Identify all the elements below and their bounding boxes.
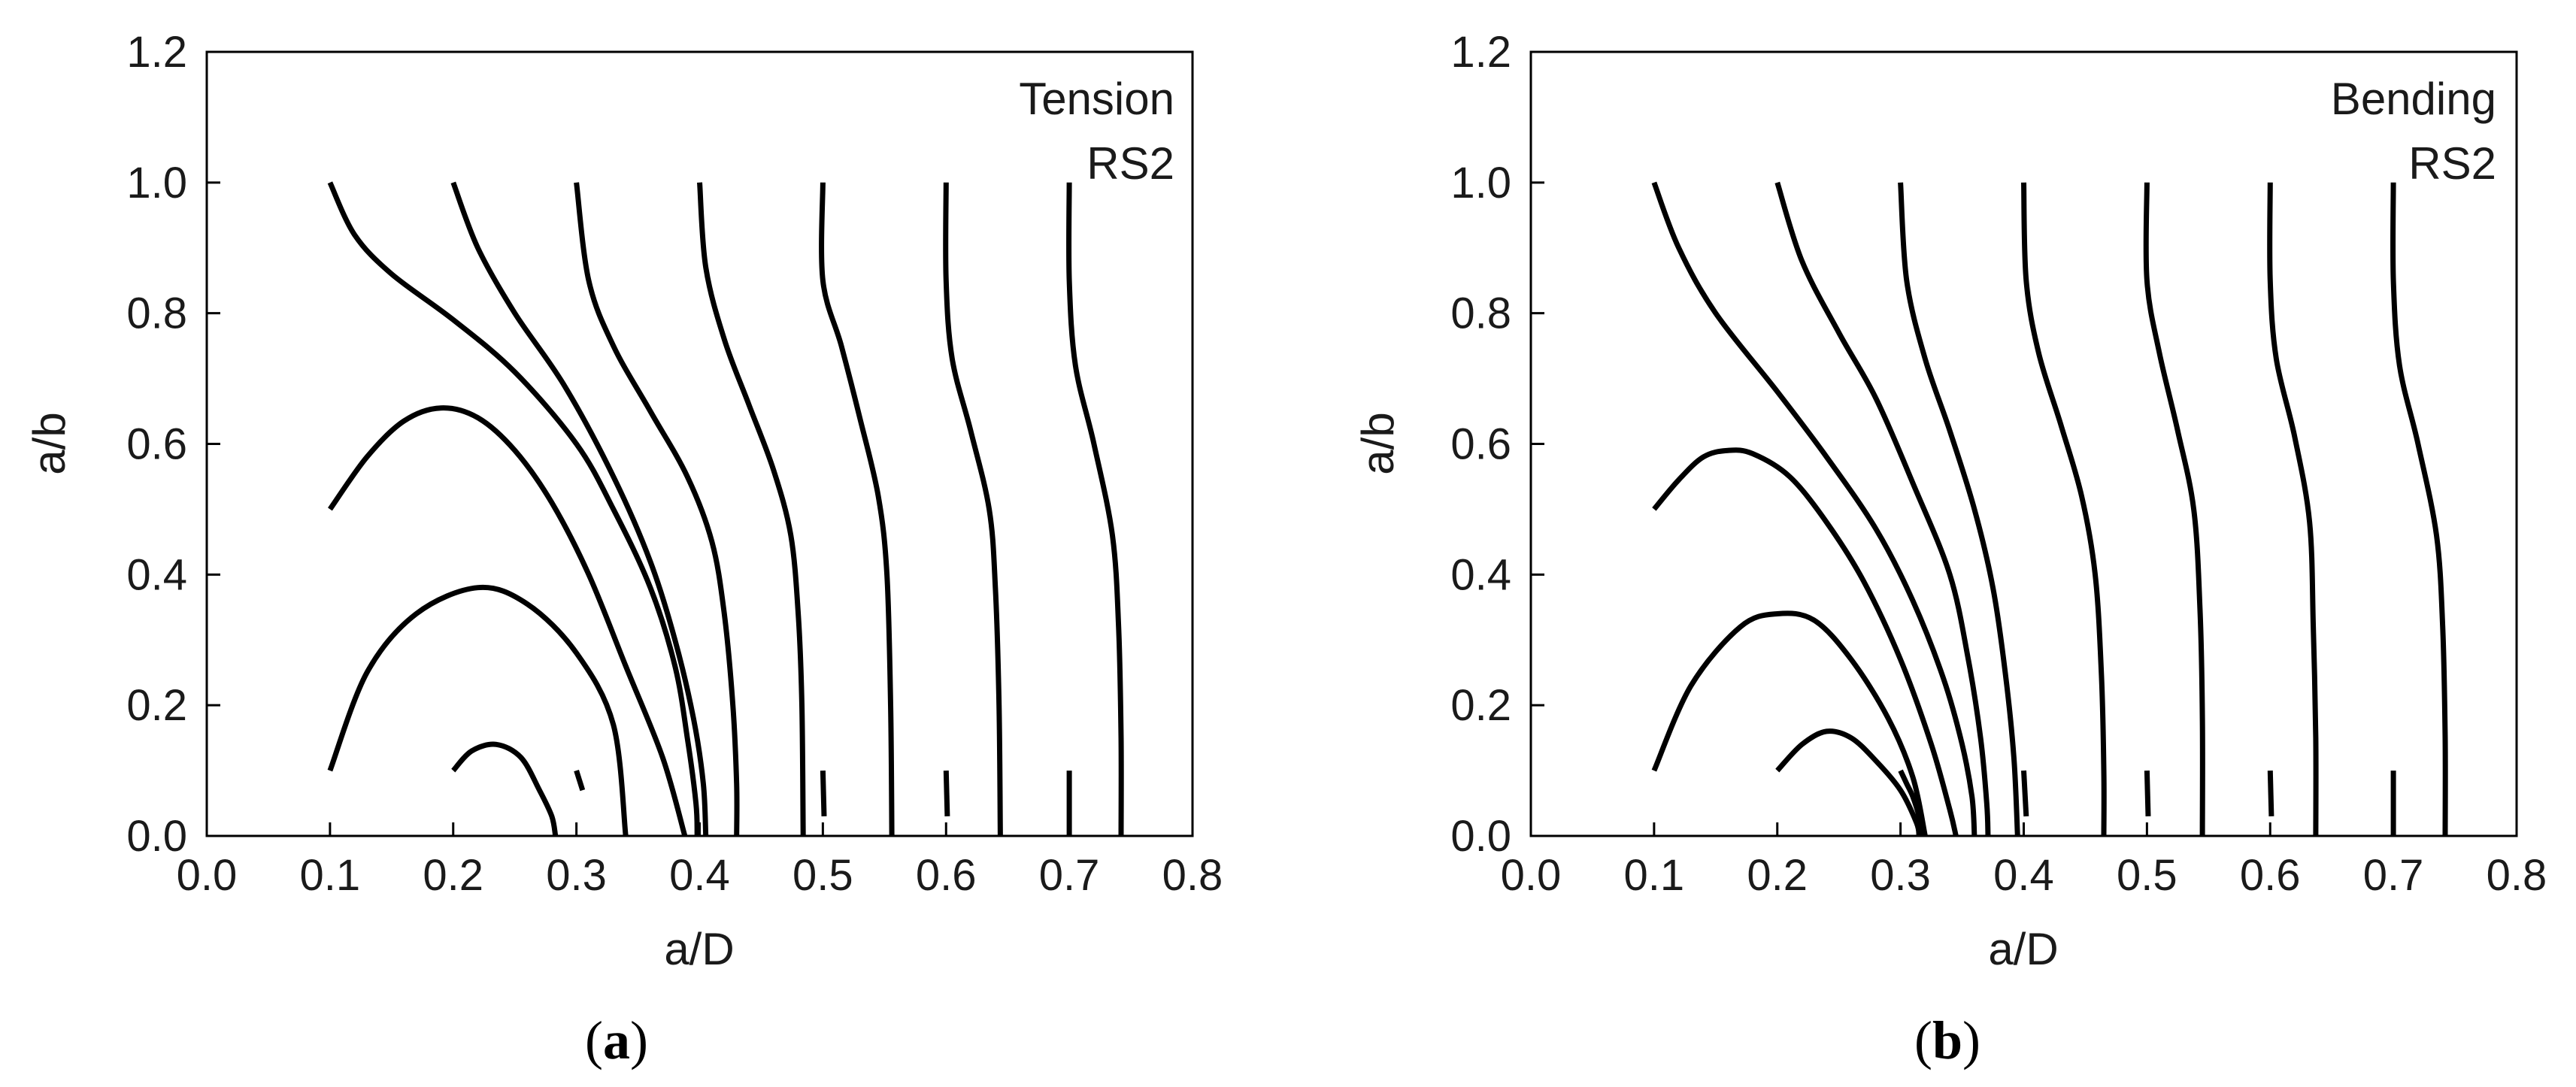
curves-a (327, 181, 1124, 837)
x-axis-title-a: a/D (664, 924, 734, 974)
series-line-a-1 (327, 584, 629, 837)
x-tick-label-b-5: 0.5 (2117, 851, 2177, 900)
caption-a-close: ) (630, 1010, 648, 1070)
caption-b-open: ( (1914, 1010, 1932, 1070)
x-tick-label-a-4: 0.4 (669, 851, 730, 900)
y-tick-label-a-1: 0.2 (126, 681, 187, 730)
axis-ticks-a (205, 50, 1194, 837)
series-line-b-8 (2143, 182, 2205, 837)
y-tick-label-b-5: 1.0 (1450, 159, 1511, 207)
caption-b: (b) (1914, 1010, 1980, 1070)
series-line-a-5 (450, 181, 709, 837)
x-tick-labels-a: 0.0 0.1 0.2 0.3 0.4 0.5 0.6 0.7 0.8 (177, 851, 1223, 900)
series-line-b-3 (1898, 769, 1926, 837)
annotation-rs2-b: RS2 (2408, 138, 2496, 189)
series-line-a-3 (574, 770, 586, 792)
x-tick-label-b-1: 0.1 (1624, 851, 1685, 900)
y-tick-label-b-6: 1.2 (1450, 28, 1511, 77)
y-tick-label-a-4: 0.8 (126, 289, 187, 338)
series-line-b-12 (2144, 771, 2151, 816)
plot-frame-b (1529, 50, 2518, 837)
annotation-rs2-a: RS2 (1086, 138, 1174, 189)
x-axis-title-b: a/D (1988, 924, 2058, 974)
series-line-b-10 (2390, 182, 2448, 837)
y-tick-label-b-0: 0.0 (1450, 812, 1511, 861)
y-tick-label-a-6: 1.2 (126, 28, 187, 77)
plot-area-b (1529, 50, 2518, 837)
series-line-a-0 (328, 405, 688, 837)
series-line-b-4 (1651, 181, 1977, 837)
caption-a-open: ( (585, 1010, 603, 1070)
panel-b: 0.0 0.1 0.2 0.3 0.4 0.5 0.6 0.7 0.8 0.0 0.2 0.4 0.6… (1353, 28, 2547, 1070)
y-tick-label-b-1: 0.2 (1450, 681, 1511, 730)
x-tick-label-a-5: 0.5 (792, 851, 853, 900)
caption-b-close: ) (1962, 1010, 1980, 1070)
x-tick-labels-b: 0.0 0.1 0.2 0.3 0.4 0.5 0.6 0.7 0.8 (1501, 851, 2547, 900)
caption-a: (a) (585, 1010, 648, 1070)
series-line-a-6 (574, 182, 740, 837)
panel-a: 0.0 0.1 0.2 0.3 0.4 0.5 0.6 0.7 0.8 0.0 0.2 0.4 0.6… (24, 28, 1223, 1070)
y-tick-label-b-2: 0.4 (1450, 550, 1511, 599)
x-tick-label-b-3: 0.3 (1870, 851, 1931, 900)
x-tick-label-b-7: 0.7 (2363, 851, 2424, 900)
y-tick-labels-b: 0.0 0.2 0.4 0.6 0.8 1.0 1.2 (1450, 28, 1511, 861)
y-tick-label-a-2: 0.4 (126, 550, 187, 599)
x-tick-label-a-6: 0.6 (916, 851, 977, 900)
y-tick-label-b-4: 0.8 (1450, 289, 1511, 338)
series-line-b-5 (1774, 181, 1991, 837)
series-line-a-4 (327, 181, 700, 837)
series-line-a-8 (819, 182, 895, 837)
plot-area-a (205, 50, 1194, 837)
x-tick-label-a-3: 0.3 (546, 851, 607, 900)
series-line-b-7 (2021, 182, 2107, 837)
series-line-a-7 (697, 182, 806, 837)
series-line-a-12 (943, 771, 950, 816)
y-tick-labels-a: 0.0 0.2 0.4 0.6 0.8 1.0 1.2 (126, 28, 187, 861)
series-line-b-9 (2267, 182, 2319, 837)
series-line-b-11 (2021, 770, 2029, 817)
y-axis-title-b: a/b (1353, 412, 1403, 474)
caption-b-letter: b (1932, 1010, 1962, 1070)
series-line-a-9 (943, 182, 1003, 837)
y-tick-label-a-5: 1.0 (126, 159, 187, 207)
y-tick-label-a-3: 0.6 (126, 420, 187, 469)
x-tick-label-b-8: 0.8 (2487, 851, 2547, 900)
series-line-b-6 (1898, 182, 2020, 837)
x-tick-label-b-0: 0.0 (1501, 851, 1562, 900)
series-line-b-13 (2267, 771, 2274, 816)
series-line-b-2 (1775, 728, 1922, 837)
x-tick-label-a-0: 0.0 (177, 851, 238, 900)
x-tick-label-b-2: 0.2 (1747, 851, 1808, 900)
x-tick-label-b-4: 0.4 (1993, 851, 2054, 900)
series-line-a-11 (820, 771, 827, 816)
series-line-a-10 (1066, 182, 1124, 837)
plot-frame-a (205, 50, 1194, 837)
x-tick-label-a-7: 0.7 (1039, 851, 1100, 900)
axis-ticks-b (1529, 50, 2518, 837)
series-line-b-0 (1652, 447, 1959, 837)
x-tick-label-b-6: 0.6 (2240, 851, 2301, 900)
curves-b (1651, 181, 2448, 837)
x-tick-label-a-1: 0.1 (300, 851, 361, 900)
annotation-bending: Bending (2331, 74, 2496, 124)
annotation-tension: Tension (1019, 74, 1174, 124)
y-tick-label-b-3: 0.6 (1450, 420, 1511, 469)
x-tick-label-a-2: 0.2 (423, 851, 483, 900)
caption-a-letter: a (603, 1010, 630, 1070)
series-line-a-2 (451, 741, 559, 837)
x-tick-label-a-8: 0.8 (1162, 851, 1223, 900)
y-axis-title-a: a/b (24, 412, 74, 474)
y-tick-label-a-0: 0.0 (126, 812, 187, 861)
series-line-b-1 (1651, 610, 1928, 837)
